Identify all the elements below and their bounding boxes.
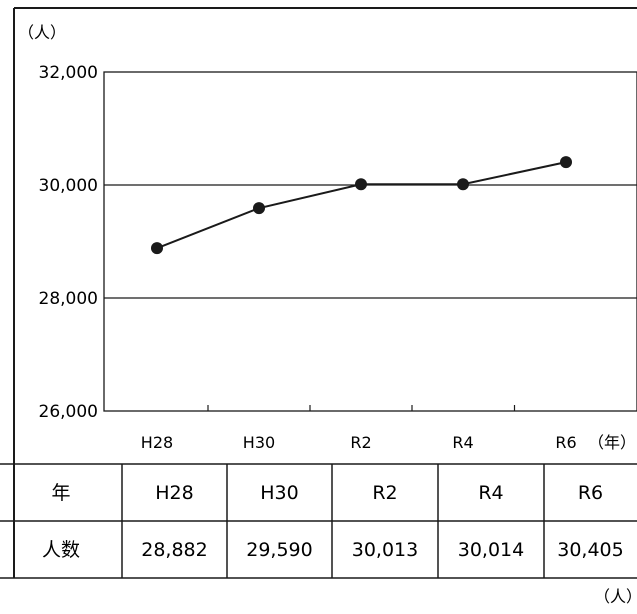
y-tick-labels: 26,000 28,000 30,000 32,000 <box>39 63 98 422</box>
x-tick-label-2: R2 <box>350 433 371 452</box>
table-header-label: 年 <box>51 482 70 504</box>
x-tick-marks <box>207 405 516 411</box>
plot-border <box>103 71 637 412</box>
y-axis-unit: （人） <box>18 23 66 42</box>
data-table: 年 人数 H28 28,882 H30 29,590 R2 30,013 R4 30,014 R… <box>0 463 637 579</box>
table-year-1: H30 <box>260 482 298 504</box>
x-tick-label-0: H28 <box>141 433 173 452</box>
y-tick-label-1: 28,000 <box>39 289 98 309</box>
table-value-0: 28,882 <box>141 539 207 561</box>
data-point-0 <box>151 242 163 255</box>
table-year-2: R2 <box>372 482 397 504</box>
table-year-4: R6 <box>578 482 603 504</box>
table-value-2: 30,013 <box>352 539 418 561</box>
plot-area: 26,000 28,000 30,000 32,000 H28 H30 R2 R4 R6 <box>39 63 637 452</box>
y-tick-label-2: 30,000 <box>39 176 98 196</box>
data-point-4 <box>560 156 572 169</box>
y-tick-label-0: 26,000 <box>39 402 98 422</box>
table-columns <box>121 464 545 578</box>
table-value-4: 30,405 <box>557 539 623 561</box>
table-value-1: 29,590 <box>246 539 312 561</box>
x-tick-label-4: R6 <box>555 433 576 452</box>
table-year-0: H28 <box>155 482 193 504</box>
x-tick-labels: H28 H30 R2 R4 R6 <box>141 433 577 452</box>
x-tick-label-1: H30 <box>243 433 275 452</box>
data-point-2 <box>355 178 367 191</box>
data-point-1 <box>253 202 265 215</box>
table-unit: （人） <box>594 587 637 606</box>
table-year-3: R4 <box>478 482 503 504</box>
table-value-3: 30,014 <box>458 539 524 561</box>
data-point-3 <box>457 178 469 191</box>
table-cells: H28 28,882 H30 29,590 R2 30,013 R4 30,014 R6 30,4… <box>141 482 623 561</box>
x-tick-label-3: R4 <box>452 433 473 452</box>
y-tick-label-3: 32,000 <box>39 63 98 83</box>
x-axis-unit: （年） <box>588 433 636 452</box>
data-points <box>151 156 572 255</box>
series-line <box>156 161 567 250</box>
table-row-label: 人数 <box>42 539 80 561</box>
gridlines <box>104 184 637 299</box>
